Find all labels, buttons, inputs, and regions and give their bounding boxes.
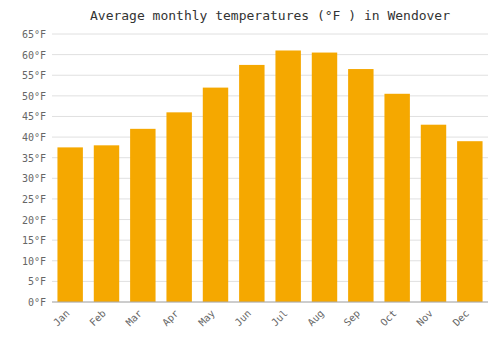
grid-line [52,54,488,55]
x-tick-label: May [196,308,217,329]
bar [94,145,119,302]
y-tick-label: 5°F [28,276,46,287]
bars [57,50,482,302]
chart-container: Average monthly temperatures (°F ) in We… [0,0,500,350]
bar [166,112,191,302]
x-tick-label: Nov [414,308,435,329]
bar [421,125,446,302]
x-tick-label: Sep [342,308,363,329]
grid-line [52,302,488,303]
y-tick-label: 60°F [22,50,46,61]
x-tick-label: Oct [378,308,399,329]
bar [130,129,155,302]
x-tick-label: Jan [51,308,72,329]
y-tick-label: 50°F [22,91,46,102]
bar [239,65,264,302]
x-tick-label: Aug [305,308,326,329]
grid-line [52,75,488,76]
bar [384,94,409,302]
x-axis-line [52,302,488,303]
chart-svg: Average monthly temperatures (°F ) in We… [0,0,500,350]
y-tick-label: 65°F [22,29,46,40]
y-tick-label: 15°F [22,235,46,246]
bar [275,50,300,302]
x-tick-label: Feb [87,308,108,329]
x-tick-label: Mar [124,308,145,329]
y-tick-label: 0°F [28,297,46,308]
y-tick-label: 30°F [22,173,46,184]
y-tick-label: 20°F [22,215,46,226]
x-tick-label: Jun [233,308,254,329]
bar [57,147,82,302]
grid-line [52,116,488,117]
y-tick-label: 55°F [22,70,46,81]
x-tick-label: Dec [451,308,472,329]
x-tick-label: Jul [269,308,290,329]
bar [203,88,228,302]
grid [52,34,488,302]
bar [457,141,482,302]
y-tick-label: 45°F [22,111,46,122]
bar [348,69,373,302]
y-tick-label: 10°F [22,256,46,267]
x-tick-label: Apr [160,308,181,329]
y-tick-label: 35°F [22,153,46,164]
y-tick-label: 25°F [22,194,46,205]
grid-line [52,34,488,35]
title: Average monthly temperatures (°F ) in We… [90,8,450,23]
bar [312,53,337,302]
grid-line [52,95,488,96]
y-tick-label: 40°F [22,132,46,143]
